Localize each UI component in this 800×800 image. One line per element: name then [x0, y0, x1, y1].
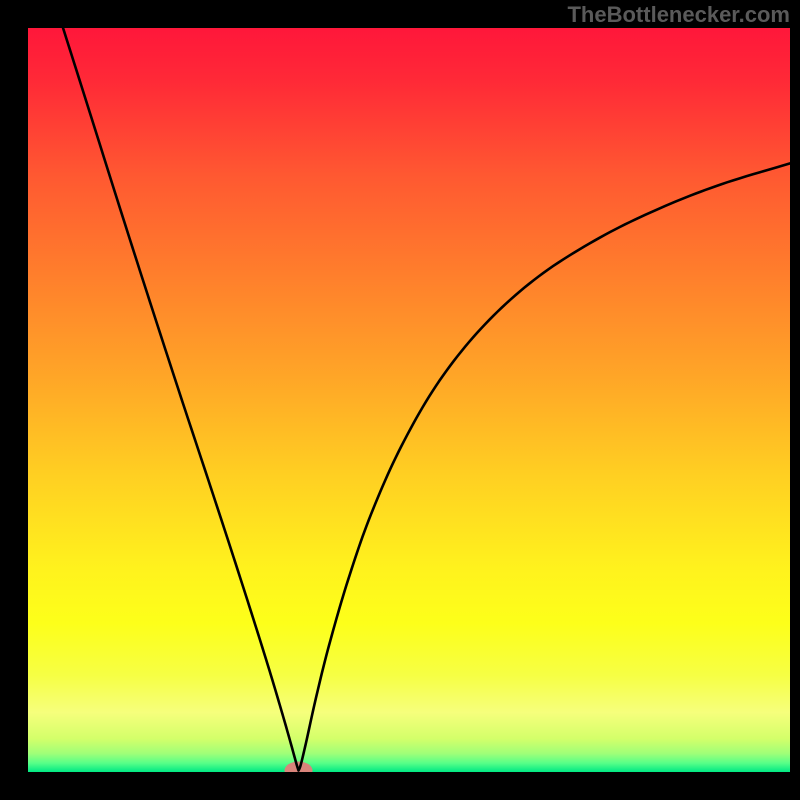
- watermark-text: TheBottlenecker.com: [567, 2, 790, 28]
- figure-container: TheBottlenecker.com: [0, 0, 800, 800]
- plot-background: [28, 28, 790, 772]
- plot-svg: [28, 28, 790, 772]
